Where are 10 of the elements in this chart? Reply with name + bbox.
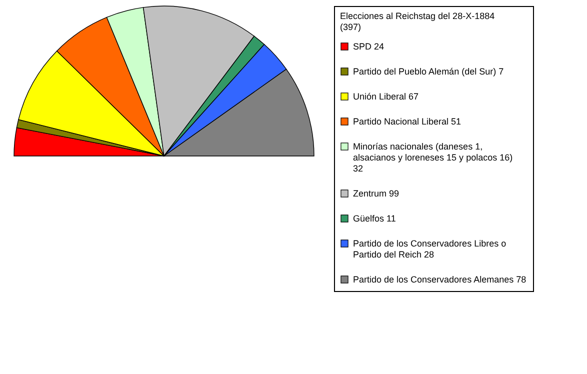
legend-label: Unión Liberal 67 — [353, 92, 419, 102]
legend-title: Elecciones al Reichstag del 28-X-1884 (397) — [340, 11, 495, 32]
legend-label: Güelfos 11 — [353, 214, 396, 224]
legend-label: Partido de los Conservadores Libres o Partido del Reich 28 — [353, 238, 506, 260]
legend-label: Minorías nacionales (daneses 1, alsacianos y loreneses 15 y polacos 16) 32 — [353, 142, 513, 174]
legend-label: Zentrum 99 — [353, 188, 400, 198]
legend-label: Partido de los Conservadores Alemanes 78 — [353, 274, 526, 284]
legend-label: Partido Nacional Liberal 51 — [353, 116, 462, 126]
legend-label: Partido del Pueblo Alemán (del Sur) 7 — [353, 66, 504, 76]
legend-label: SPD 24 — [353, 42, 384, 52]
